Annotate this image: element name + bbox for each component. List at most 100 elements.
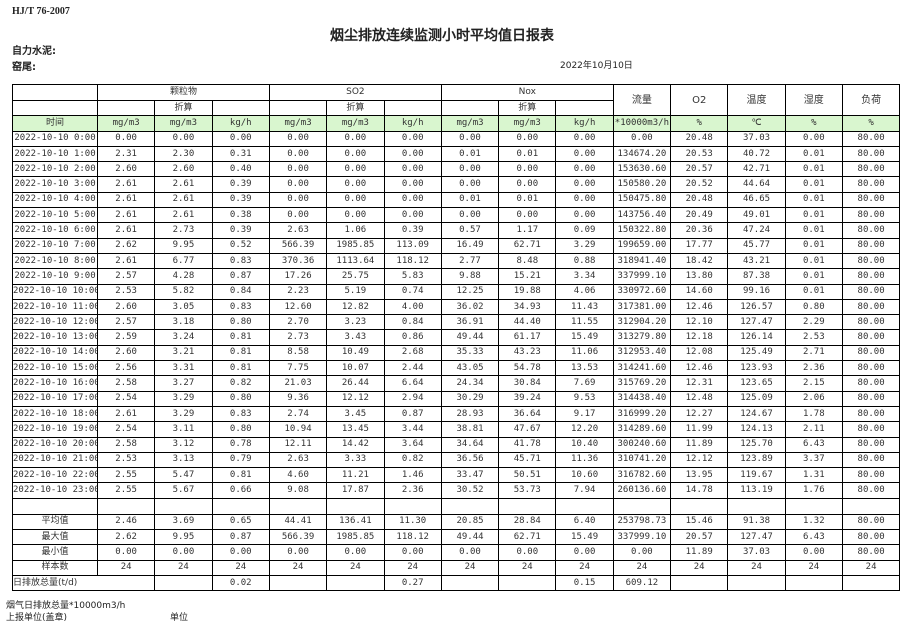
value-cell: 2.60 [96, 161, 156, 178]
stats-value: 2.46 [96, 513, 156, 531]
value-cell: 5.82 [154, 283, 213, 300]
stats-value: 6.40 [555, 513, 614, 531]
value-cell: 2.56 [96, 360, 156, 377]
stats-value: 44.41 [268, 513, 328, 531]
value-cell: 13.80 [670, 268, 729, 285]
value-cell: 12.10 [670, 314, 729, 331]
value-cell: 43.05 [440, 360, 500, 377]
stats-value: 24 [784, 559, 843, 576]
value-cell: 1113.64 [326, 252, 385, 270]
value-cell: 80.00 [841, 482, 901, 499]
value-cell: 2.60 [96, 344, 156, 362]
value-cell: 87.38 [727, 268, 786, 285]
value-cell: 0.00 [326, 130, 385, 147]
stats-value: 0.87 [211, 529, 270, 546]
value-cell: 2.29 [784, 314, 843, 331]
value-cell: 314289.60 [612, 421, 672, 438]
value-cell: 13.45 [326, 421, 385, 438]
value-cell: 3.37 [784, 451, 843, 469]
value-cell: 5.19 [326, 283, 385, 300]
value-cell: 123.93 [727, 360, 786, 377]
value-cell: 2.53 [96, 283, 156, 300]
stats-value: 3.69 [154, 513, 213, 531]
value-cell: 80.00 [841, 207, 901, 224]
stats-value: 24 [727, 559, 786, 576]
daily-total-value [440, 574, 500, 592]
value-cell: 80.00 [841, 405, 901, 423]
value-cell: 2.31 [96, 145, 156, 163]
value-cell: 2.54 [96, 390, 156, 407]
value-cell: 2.11 [784, 421, 843, 438]
value-cell: 36.64 [498, 405, 557, 423]
stats-value: 24 [96, 559, 156, 576]
value-cell: 2.55 [96, 467, 156, 484]
value-cell: 0.88 [555, 252, 614, 270]
value-cell: 2.57 [96, 314, 156, 331]
value-cell: 25.75 [326, 268, 385, 285]
stats-value: 0.00 [326, 544, 385, 561]
value-cell: 2.62 [96, 237, 156, 254]
blank-cell [727, 497, 786, 515]
value-cell: 0.79 [211, 451, 270, 469]
stats-value: 24 [268, 559, 328, 576]
value-cell: 35.33 [440, 344, 500, 362]
value-cell: 12.48 [670, 390, 729, 407]
value-cell: 0.00 [440, 161, 500, 178]
stats-value: 24 [670, 559, 729, 576]
value-cell: 127.47 [727, 314, 786, 331]
value-cell: 6.77 [154, 252, 213, 270]
header-row-groups: 颗粒物 SO2 Nox 流量 O2 温度 湿度 负荷 [12, 83, 901, 117]
column-header: 湿度 [784, 83, 843, 117]
daily-total-row: 日排放总量(t/d) 0.02 0.27 0.15 609.12 [11, 574, 901, 592]
header-blank [211, 99, 270, 117]
time-cell: 2022-10-10 11:00 [12, 298, 98, 316]
value-cell: 2.68 [383, 344, 442, 362]
value-cell: 0.01 [498, 191, 557, 209]
value-cell: 3.64 [383, 436, 442, 453]
table-row: 2022-10-10 23:00 2.55 5.67 0.66 9.08 17.87 2.3… [12, 482, 901, 499]
value-cell: 80.00 [841, 390, 901, 407]
daily-total-value [727, 574, 786, 592]
daily-total-value [784, 574, 843, 592]
value-cell: 150580.20 [612, 176, 672, 193]
value-cell: 0.66 [211, 482, 270, 499]
value-cell: 3.24 [154, 329, 213, 346]
value-cell: 3.31 [154, 360, 213, 377]
value-cell: 0.00 [440, 207, 500, 224]
value-cell: 300240.60 [612, 436, 672, 453]
value-cell: 5.47 [154, 467, 213, 484]
value-cell: 6.64 [383, 375, 442, 392]
value-cell: 0.52 [211, 237, 270, 254]
time-cell: 2022-10-10 0:00 [12, 130, 98, 147]
value-cell: 45.71 [498, 451, 557, 469]
stats-value: 24 [841, 559, 901, 576]
table-row: 2022-10-10 18:00 2.61 3.29 0.83 2.74 3.45 0.87… [12, 405, 901, 423]
report-date: 2022年10月10日 [560, 61, 633, 71]
table-row: 2022-10-10 10:00 2.53 5.82 0.84 2.23 5.19 0.74… [12, 283, 901, 300]
value-cell: 49.01 [727, 207, 786, 224]
table-row: 2022-10-10 21:00 2.53 3.13 0.79 2.63 3.33 0.82… [12, 451, 901, 469]
value-cell: 2.30 [154, 145, 213, 163]
value-cell: 2.61 [154, 207, 213, 224]
stats-value: 0.00 [498, 544, 557, 561]
table-row: 2022-10-10 2:00 2.60 2.60 0.40 0.00 0.00 0.00 0… [12, 161, 901, 178]
value-cell: 3.44 [383, 421, 442, 438]
value-cell: 2.94 [383, 390, 442, 407]
value-cell: 10.40 [555, 436, 614, 453]
value-cell: 2.57 [96, 268, 156, 285]
table-row: 2022-10-10 7:00 2.62 9.95 0.52 566.39 1985.85… [12, 237, 901, 254]
time-cell: 2022-10-10 9:00 [12, 268, 98, 285]
stats-row: 最小值 0.00 0.00 0.00 0.00 0.00 0.00 0.00 0.00 0.00 0… [12, 544, 901, 561]
value-cell: 14.78 [670, 482, 729, 499]
value-cell: 2.61 [96, 191, 156, 209]
blank-cell [154, 497, 213, 515]
value-cell: 0.81 [211, 467, 270, 484]
value-cell: 9.95 [154, 237, 213, 254]
stats-label: 最小值 [12, 544, 98, 561]
value-cell: 0.80 [211, 421, 270, 438]
value-cell: 0.00 [383, 145, 442, 163]
value-cell: 0.82 [211, 375, 270, 392]
table-row: 2022-10-10 17:00 2.54 3.29 0.80 9.36 12.12 2.9… [12, 390, 901, 407]
value-cell: 12.08 [670, 344, 729, 362]
time-cell: 2022-10-10 8:00 [12, 252, 98, 270]
